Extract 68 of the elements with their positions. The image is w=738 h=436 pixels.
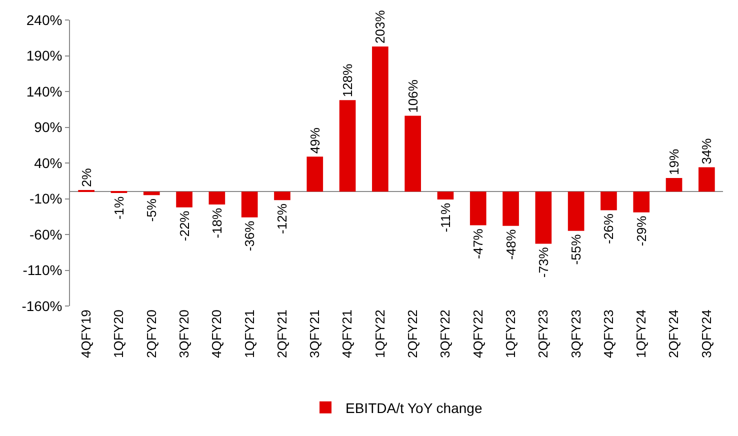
data-label: -29% bbox=[634, 215, 649, 246]
data-label: -47% bbox=[470, 228, 486, 259]
x-tick-label: 2QFY24 bbox=[666, 310, 682, 358]
x-tick-label: 4QFY20 bbox=[209, 310, 224, 358]
x-tick-label: 1QFY20 bbox=[111, 310, 126, 358]
bar bbox=[437, 192, 454, 200]
data-label: -12% bbox=[274, 203, 290, 234]
y-tick-label: -10% bbox=[30, 190, 62, 207]
y-tick-label: -60% bbox=[30, 226, 62, 242]
y-tick-label: -110% bbox=[22, 262, 62, 278]
x-tick-label: 1QFY23 bbox=[503, 310, 518, 358]
bar bbox=[143, 192, 160, 196]
bar bbox=[568, 192, 584, 231]
y-tick-label: 40% bbox=[34, 154, 62, 171]
data-label: 19% bbox=[666, 148, 682, 176]
y-tick-label: -160% bbox=[22, 298, 62, 314]
data-label: -73% bbox=[536, 246, 551, 278]
data-label: -26% bbox=[601, 213, 616, 244]
x-tick-label: 3QFY24 bbox=[698, 310, 714, 358]
x-tick-label: 2QFY21 bbox=[274, 310, 290, 358]
data-label: 128% bbox=[340, 63, 356, 98]
bar bbox=[274, 192, 290, 200]
bar bbox=[404, 116, 421, 192]
x-tick-label: 3QFY20 bbox=[176, 310, 192, 358]
bar bbox=[666, 178, 682, 192]
data-label: -5% bbox=[144, 198, 160, 222]
x-tick-label: 2QFY22 bbox=[405, 310, 420, 358]
data-label: -11% bbox=[438, 202, 453, 232]
bar bbox=[339, 100, 356, 192]
y-tick-label: 140% bbox=[26, 83, 62, 100]
y-tick-label: 240% bbox=[26, 12, 62, 28]
x-tick-label: 3QFY22 bbox=[438, 310, 453, 358]
data-label: 49% bbox=[307, 127, 322, 154]
bar bbox=[502, 192, 519, 226]
data-label: -1% bbox=[111, 196, 126, 220]
data-label: -18% bbox=[209, 207, 224, 238]
bar bbox=[306, 156, 324, 192]
x-tick-label: 1QFY24 bbox=[634, 310, 649, 358]
bar bbox=[470, 192, 486, 226]
x-tick-label: 4QFY22 bbox=[470, 310, 486, 358]
x-tick-label: 4QFY19 bbox=[78, 310, 94, 358]
x-tick-label: 3QFY23 bbox=[568, 310, 584, 358]
data-label: -22% bbox=[176, 210, 192, 242]
x-tick-label: 1QFY21 bbox=[242, 310, 257, 358]
data-label: 106% bbox=[405, 79, 420, 113]
bar bbox=[633, 192, 650, 212]
y-tick-label: 190% bbox=[26, 48, 62, 64]
x-tick-label: 4QFY21 bbox=[340, 310, 355, 358]
y-tick-label: 90% bbox=[34, 119, 62, 136]
x-tick-label: 4QFY23 bbox=[600, 310, 616, 358]
x-tick-label: 2QFY20 bbox=[144, 310, 159, 358]
data-label: -55% bbox=[568, 234, 584, 265]
x-tick-label: 1QFY22 bbox=[372, 310, 388, 358]
bar bbox=[372, 46, 388, 192]
legend-label: EBITDA/t YoY change bbox=[346, 400, 482, 416]
data-label: -36% bbox=[242, 220, 258, 252]
bar bbox=[535, 192, 552, 244]
x-tick-label: 2QFY23 bbox=[536, 310, 551, 358]
bar bbox=[241, 192, 258, 218]
data-label: -48% bbox=[503, 228, 518, 260]
data-label: 203% bbox=[372, 10, 388, 44]
bar bbox=[698, 167, 715, 192]
x-tick-label: 3QFY21 bbox=[307, 310, 322, 358]
bar bbox=[176, 192, 192, 208]
bar bbox=[600, 192, 617, 210]
data-label: 2% bbox=[78, 168, 94, 187]
bar bbox=[208, 192, 226, 204]
data-label: 34% bbox=[699, 138, 714, 164]
